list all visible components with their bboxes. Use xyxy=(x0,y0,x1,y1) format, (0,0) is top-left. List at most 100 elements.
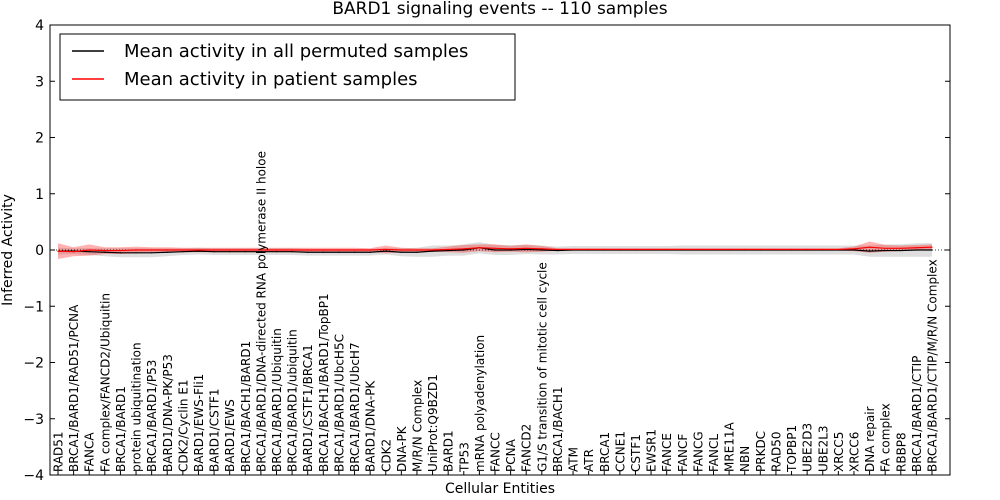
x-tick-label: BRCA1/BARD1/CTIP/M/R/N Complex xyxy=(926,259,940,472)
patient-point xyxy=(588,248,590,251)
x-tick-label: UniProt:Q9BZD1 xyxy=(426,374,440,472)
x-tick-label: FA complex xyxy=(879,403,893,472)
plot-frame xyxy=(49,24,951,476)
y-tick-label: 1 xyxy=(35,187,44,203)
permuted-point xyxy=(260,251,262,253)
x-tick-label: BARD1/DNA-PK/P53 xyxy=(161,354,175,472)
x-tick-label: FANCG xyxy=(691,431,705,472)
permuted-point xyxy=(510,249,512,251)
x-tick-label: BRCA1/BARD1/UbcH7 xyxy=(348,342,362,472)
legend: Mean activity in all permuted samples Mea… xyxy=(59,33,516,101)
patient-point xyxy=(307,249,309,251)
x-tick-label: protein ubiquitination xyxy=(130,342,144,472)
patient-point xyxy=(634,248,637,251)
permuted-point xyxy=(463,249,465,251)
patient-point xyxy=(104,249,106,252)
patient-point xyxy=(73,251,75,253)
permuted-point xyxy=(369,251,371,253)
x-tick-label: CSTF1 xyxy=(629,434,643,472)
legend-label: Mean activity in patient samples xyxy=(124,69,418,90)
patient-point xyxy=(182,249,184,251)
x-tick-label: BRCA1/BARD1 xyxy=(114,386,128,472)
x-tick-label: BRCA1/BARD1/DNA-directed RNA polymerase … xyxy=(254,151,268,472)
patient-point xyxy=(135,249,137,251)
patient-point xyxy=(744,248,746,251)
patient-point xyxy=(619,248,621,251)
permuted-point xyxy=(322,251,324,253)
patient-point xyxy=(915,247,917,249)
x-tick-label: FANCL xyxy=(707,434,721,472)
y-tick-label: 4 xyxy=(35,18,44,34)
x-tick-label: BARD1/EWS-Fli1 xyxy=(192,374,206,472)
x-tick-label: RAD50 xyxy=(769,431,783,472)
patient-point xyxy=(759,248,761,251)
patient-point xyxy=(650,248,652,251)
patient-point xyxy=(151,249,153,251)
y-tick-label: 2 xyxy=(35,131,44,147)
y-tick-label: −4 xyxy=(23,468,44,484)
patient-point xyxy=(666,248,668,251)
patient-point xyxy=(416,249,418,251)
x-tick-label: PCNA xyxy=(504,438,518,472)
patient-point xyxy=(837,248,839,251)
x-tick-label: BRCA1/BARD1/RAD51/PCNA xyxy=(67,304,81,472)
patient-point xyxy=(478,247,480,249)
patient-point xyxy=(822,248,824,251)
patient-point xyxy=(775,248,777,251)
x-tick-label: BARD1 xyxy=(442,430,456,472)
permuted-point xyxy=(400,251,402,253)
patient-point xyxy=(275,249,278,251)
patient-point xyxy=(868,246,871,248)
permuted-point xyxy=(307,251,309,253)
x-tick-label: BRCA1/BACH1/BARD1 xyxy=(239,341,253,472)
x-tick-label: ATM xyxy=(567,447,581,472)
permuted-point xyxy=(151,252,153,254)
x-tick-label: BARD1/DNA-PK xyxy=(364,380,378,472)
permuted-point xyxy=(556,249,559,252)
patient-point xyxy=(681,248,683,251)
x-tick-label: M/R/N Complex xyxy=(410,380,424,472)
patient-point xyxy=(853,248,855,250)
permuted-point xyxy=(197,250,200,252)
permuted-point xyxy=(541,249,543,251)
y-tick-label: −1 xyxy=(23,299,44,315)
patient-point xyxy=(197,249,200,251)
x-tick-label: BRCA1/BARD1/P53 xyxy=(145,360,159,472)
x-axis-label: Cellular Entities xyxy=(445,481,555,497)
permuted-point xyxy=(275,251,278,253)
permuted-point xyxy=(291,251,293,253)
x-tick-label: mRNA polyadenylation xyxy=(473,335,487,472)
patient-point xyxy=(931,246,933,248)
permuted-point xyxy=(884,249,886,252)
x-tick-label: UBE2D3 xyxy=(801,423,815,472)
patient-point xyxy=(431,249,434,251)
y-tick-label: 3 xyxy=(35,74,44,90)
x-tick-label: NBN xyxy=(738,446,752,472)
permuted-point xyxy=(853,249,855,251)
x-tick-label: BRCA1/BARD1/UbcH5C xyxy=(332,334,346,472)
permuted-point xyxy=(915,249,917,251)
x-tick-label: FA complex/FANCD2/Ubiquitin xyxy=(98,293,112,472)
permuted-point xyxy=(385,250,387,252)
patient-point xyxy=(603,248,605,251)
y-axis-label: Inferred Activity xyxy=(0,194,16,306)
legend-box xyxy=(59,33,516,101)
permuted-point xyxy=(244,251,246,253)
legend-label: Mean activity in all permuted samples xyxy=(124,41,468,62)
x-tick-label: XRCC6 xyxy=(847,432,861,472)
permuted-point xyxy=(338,251,340,253)
x-tick-label: MRE11A xyxy=(723,421,737,472)
permuted-point xyxy=(494,249,496,251)
permuted-point xyxy=(213,251,215,253)
x-tick-label: RBBP8 xyxy=(894,432,908,472)
permuted-point xyxy=(135,252,137,254)
x-tick-label: FANCD2 xyxy=(520,424,534,472)
patient-point xyxy=(712,248,715,251)
patient-point xyxy=(119,249,122,252)
x-tick-label: RAD51 xyxy=(52,431,66,472)
patient-point xyxy=(884,247,886,249)
patient-point xyxy=(213,249,215,251)
x-tick-label: DNA-PK xyxy=(395,425,409,472)
patient-point xyxy=(244,249,246,251)
